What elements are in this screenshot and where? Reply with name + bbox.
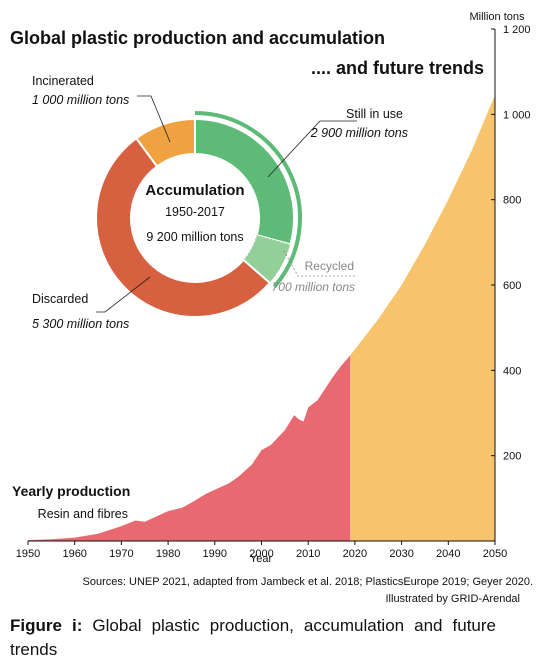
caption-label: Figure i: (10, 616, 83, 635)
x-tick-label: 1950 (16, 548, 40, 560)
x-tick-label: 1990 (203, 548, 227, 560)
figure: 1950 1960 1970 1980 1990 2000 2010 2020 2030 2040… (10, 11, 533, 605)
source-line-1: Sources: UNEP 2021, adapted from Jambeck… (83, 576, 533, 588)
chart-title: Global plastic production and accumulati… (10, 28, 385, 48)
discarded-label: Discarded (32, 292, 88, 306)
area-series-layer (28, 95, 495, 541)
area-subtitle: Resin and fibres (38, 507, 128, 521)
incinerated-leader (137, 95, 171, 143)
still-in-use-leader (267, 120, 357, 178)
figure-caption: Figure i: Global plastic production, acc… (10, 614, 496, 662)
x-tick-label: 1980 (156, 548, 180, 560)
incinerated-label: Incinerated (32, 74, 94, 88)
donut-period: 1950-2017 (165, 205, 225, 219)
discarded-value: 5 300 million tons (32, 317, 129, 331)
y-tick-label: 1 200 (503, 24, 531, 36)
x-axis-label: Year (250, 553, 273, 565)
x-tick-label: 2030 (389, 548, 413, 560)
donut-total: 9 200 million tons (146, 230, 243, 244)
y-tick-label: 800 (503, 195, 521, 207)
x-tick-label: 1970 (109, 548, 133, 560)
incinerated-value: 1 000 million tons (32, 93, 129, 107)
donut-title: Accumulation (145, 182, 244, 199)
recycled-value: 700 million tons (272, 280, 355, 294)
donut-slice-incinerated (134, 117, 196, 168)
donut-slice-discarded (95, 136, 272, 318)
y-axis-label: Million tons (469, 11, 525, 23)
caption-text: Global plastic production, accumulation … (10, 616, 496, 659)
source-line-2: Illustrated by GRID-Arendal (386, 593, 521, 605)
x-tick-label: 2040 (436, 548, 460, 560)
still-in-use-label: Still in use (346, 107, 403, 121)
x-tick-label: 1960 (62, 548, 86, 560)
still-in-use-highlight-arc (194, 111, 302, 289)
y-tick-label: 200 (503, 451, 521, 463)
x-tick-label: 2050 (483, 548, 507, 560)
x-tick-label: 2000 (249, 548, 273, 560)
still-in-use-value: 2 900 million tons (310, 126, 408, 140)
recycled-leader (283, 250, 355, 277)
recycled-label: Recycled (305, 259, 354, 273)
y-tick-label: 600 (503, 280, 521, 292)
chart-subtitle: .... and future trends (311, 58, 484, 78)
axes-layer: 1950 1960 1970 1980 1990 2000 2010 2020 2030 2040… (16, 24, 531, 560)
x-tick-label: 2020 (343, 548, 367, 560)
area-future (350, 95, 495, 541)
donut-chart (95, 111, 302, 318)
y-tick-label: 1 000 (503, 109, 531, 121)
y-tick-label: 400 (503, 365, 521, 377)
donut-slice-still-in-use (194, 117, 295, 246)
area-historical (28, 355, 351, 541)
discarded-leader (96, 276, 151, 313)
area-title: Yearly production (12, 483, 130, 499)
x-tick-label: 2010 (296, 548, 320, 560)
